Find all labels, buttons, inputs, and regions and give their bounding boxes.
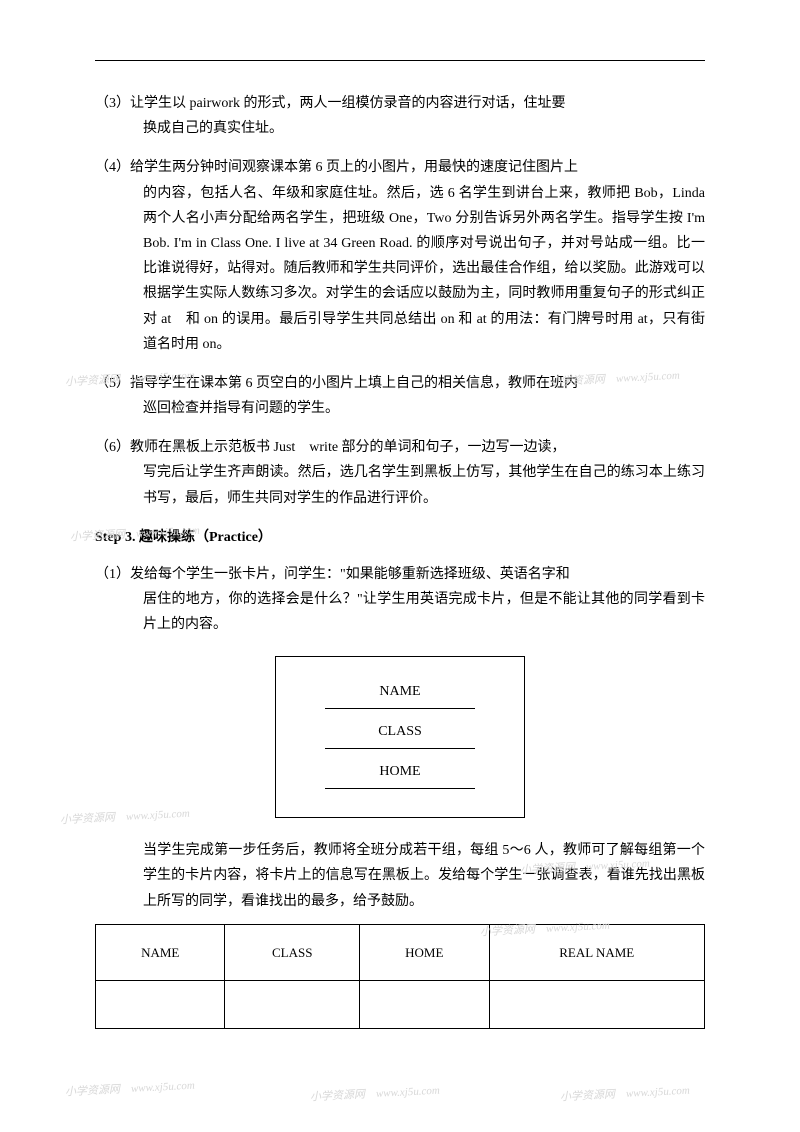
survey-table: NAME CLASS HOME REAL NAME [95,924,705,1029]
top-divider [95,60,705,61]
practice-1-text: 发给每个学生一张卡片，问学生："如果能够重新选择班级、英语名字和 [130,567,570,582]
th-name: NAME [96,924,225,980]
card-home-row: HOME [296,759,504,789]
item-3-num: （3） [95,96,130,111]
item-6-continue: 写完后让学生齐声朗读。然后，选几名学生到黑板上仿写，其他学生在自己的练习本上练习… [143,460,705,510]
table-cell [96,981,225,1029]
step-3-heading: Step 3. 趣味操练（Practice） [95,525,705,550]
card-name-label: NAME [296,679,504,704]
item-4-continue: 的内容，包括人名、年级和家庭住址。然后，选 6 名学生到讲台上来，教师把 Bob… [143,181,705,357]
watermark: 小学资源网 www.xj5u.com [60,805,191,832]
item-6: （6）教师在黑板上示范板书 Just write 部分的单词和句子，一边写一边读… [95,435,705,511]
watermark: 小学资源网 www.xj5u.com [560,1082,691,1109]
item-5-text: 指导学生在课本第 6 页空白的小图片上填上自己的相关信息，教师在班内 [130,376,578,391]
item-4-num: （4） [95,160,130,175]
th-home: HOME [360,924,489,980]
watermark: 小学资源网 www.xj5u.com [310,1082,441,1109]
item-5: （5）指导学生在课本第 6 页空白的小图片上填上自己的相关信息，教师在班内 巡回… [95,371,705,421]
item-3-text: 让学生以 pairwork 的形式，两人一组模仿录音的内容进行对话，住址要 [130,96,566,111]
th-realname: REAL NAME [489,924,704,980]
card-home-line [325,788,475,789]
card-box: NAME CLASS HOME [275,656,525,819]
watermark: 小学资源网 www.xj5u.com [65,1077,196,1104]
table-cell [489,981,704,1029]
table-header-row: NAME CLASS HOME REAL NAME [96,924,705,980]
item-6-num: （6） [95,440,130,455]
table-row [96,981,705,1029]
practice-1: （1）发给每个学生一张卡片，问学生："如果能够重新选择班级、英语名字和 居住的地… [95,562,705,638]
item-3: （3）让学生以 pairwork 的形式，两人一组模仿录音的内容进行对话，住址要… [95,91,705,141]
item-4: （4）给学生两分钟时间观察课本第 6 页上的小图片，用最快的速度记住图片上 的内… [95,155,705,357]
card-name-line [325,708,475,709]
item-4-text: 给学生两分钟时间观察课本第 6 页上的小图片，用最快的速度记住图片上 [130,160,578,175]
table-cell [225,981,360,1029]
after-card-paragraph: 当学生完成第一步任务后，教师将全班分成若干组，每组 5～6 人，教师可了解每组第… [143,838,705,914]
practice-1-continue: 居住的地方，你的选择会是什么？"让学生用英语完成卡片，但是不能让其他的同学看到卡… [143,587,705,637]
th-class: CLASS [225,924,360,980]
table-cell [360,981,489,1029]
item-5-continue: 巡回检查并指导有问题的学生。 [143,396,705,421]
card-name-row: NAME [296,679,504,709]
card-class-label: CLASS [296,719,504,744]
card-home-label: HOME [296,759,504,784]
practice-1-num: （1） [95,567,130,582]
item-6-text: 教师在黑板上示范板书 Just write 部分的单词和句子，一边写一边读， [130,440,566,455]
item-5-num: （5） [95,376,130,391]
item-3-continue: 换成自己的真实住址。 [143,116,705,141]
card-class-line [325,748,475,749]
card-class-row: CLASS [296,719,504,749]
